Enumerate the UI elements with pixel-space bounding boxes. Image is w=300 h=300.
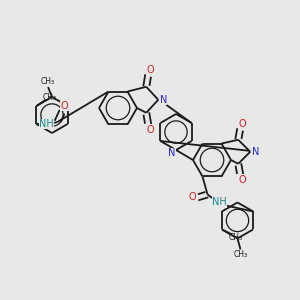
Text: CH₃: CH₃ [229,233,243,242]
Text: O: O [189,193,196,202]
Text: N: N [168,148,176,158]
Text: O: O [61,101,68,111]
Text: O: O [146,125,154,135]
Text: O: O [238,175,246,185]
Text: CH₃: CH₃ [42,94,56,103]
Text: O: O [146,65,154,75]
Text: CH₃: CH₃ [233,250,248,259]
Text: CH₃: CH₃ [41,77,55,86]
Text: N: N [252,147,259,157]
Text: N: N [160,95,167,105]
Text: NH: NH [212,197,227,208]
Text: O: O [238,119,246,129]
Text: NH: NH [39,119,54,129]
